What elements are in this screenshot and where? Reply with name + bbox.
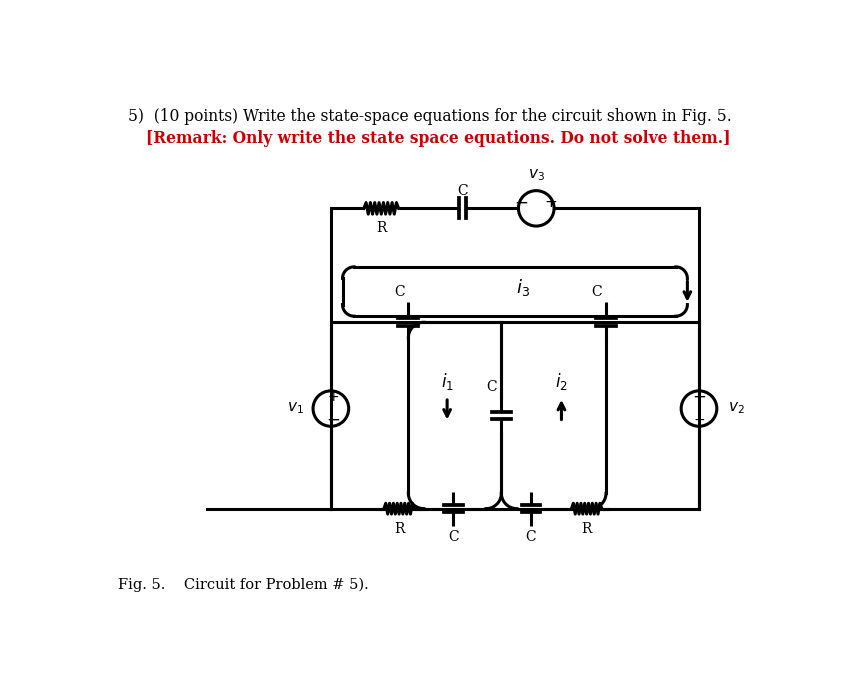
Text: R: R — [394, 522, 404, 536]
Text: $i_1$: $i_1$ — [441, 371, 453, 392]
Text: +: + — [544, 196, 557, 211]
Text: $v_2$: $v_2$ — [728, 401, 745, 417]
Text: R: R — [582, 522, 592, 536]
Text: $i_2$: $i_2$ — [555, 371, 568, 392]
Text: C: C — [592, 285, 602, 299]
Text: C: C — [458, 183, 468, 198]
Text: $i_3$: $i_3$ — [515, 277, 530, 298]
Text: C: C — [448, 530, 458, 544]
Text: −: − — [514, 194, 528, 212]
Text: +: + — [328, 390, 339, 404]
Text: R: R — [376, 222, 386, 235]
Text: Fig. 5.    Circuit for Problem # 5).: Fig. 5. Circuit for Problem # 5). — [118, 577, 368, 592]
Text: C: C — [526, 530, 536, 544]
Text: −: − — [692, 388, 706, 406]
Text: $v_1$: $v_1$ — [287, 401, 304, 417]
Text: +: + — [693, 413, 705, 427]
Text: $v_3$: $v_3$ — [528, 168, 545, 183]
Text: [Remark: Only write the state space equations. Do not solve them.]: [Remark: Only write the state space equa… — [146, 130, 731, 147]
Text: −: − — [326, 411, 340, 429]
Text: C: C — [486, 380, 497, 394]
Text: C: C — [394, 285, 404, 299]
Text: 5)  (10 points) Write the state-space equations for the circuit shown in Fig. 5.: 5) (10 points) Write the state-space equ… — [128, 108, 732, 125]
